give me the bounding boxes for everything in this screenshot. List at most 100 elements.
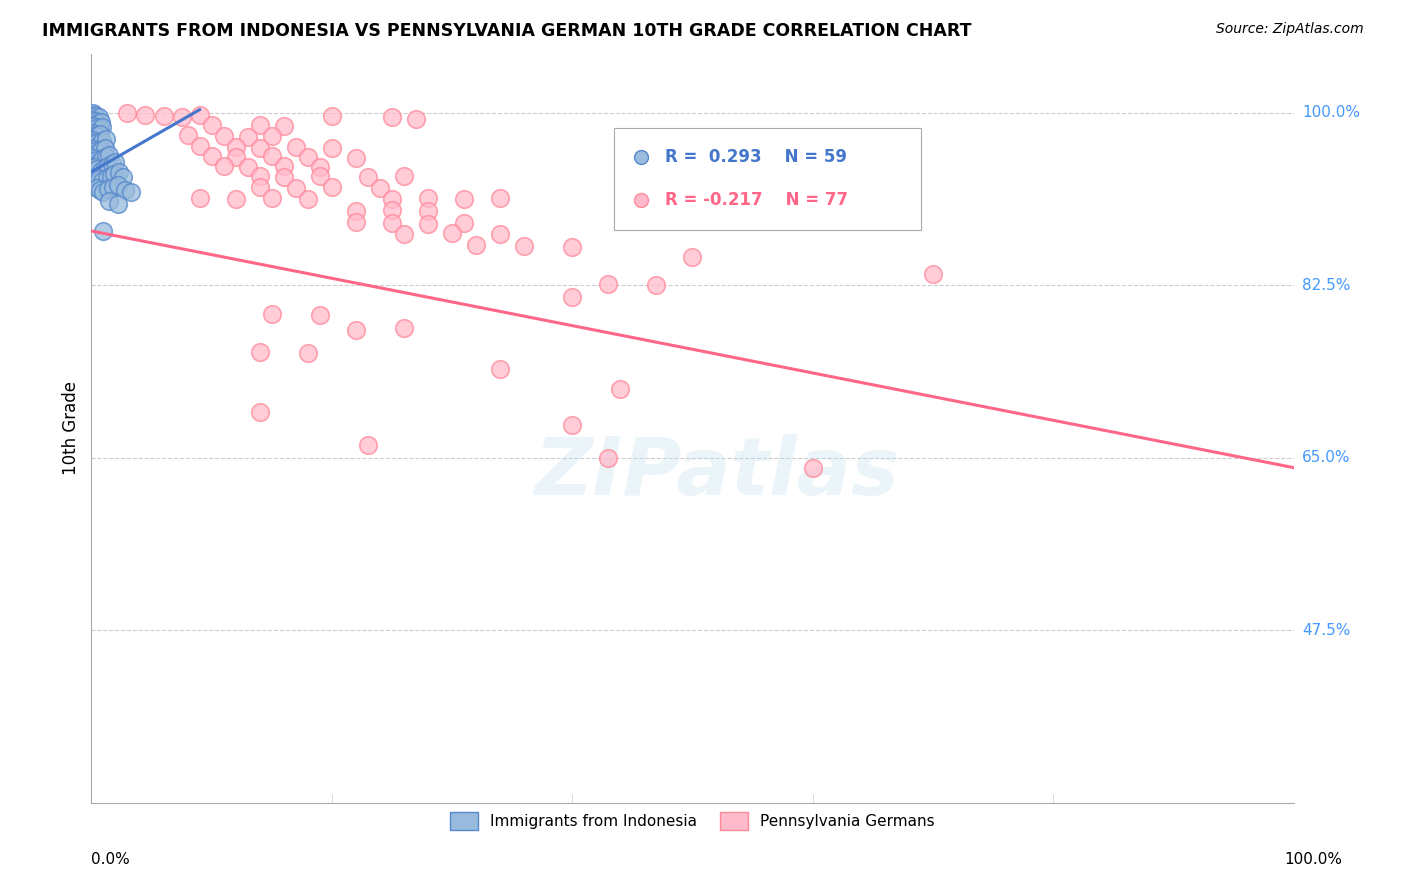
Point	[416, 217, 439, 231]
Point	[93, 224, 115, 238]
Point	[273, 120, 295, 134]
Point	[86, 115, 108, 129]
Point	[645, 278, 668, 293]
Point	[308, 160, 330, 174]
Text: IMMIGRANTS FROM INDONESIA VS PENNSYLVANIA GERMAN 10TH GRADE CORRELATION CHART: IMMIGRANTS FROM INDONESIA VS PENNSYLVANI…	[42, 22, 972, 40]
Point	[108, 165, 131, 179]
Point	[465, 237, 488, 252]
Point	[87, 138, 110, 153]
Point	[344, 204, 367, 219]
Point	[284, 180, 307, 194]
Point	[416, 204, 439, 219]
Point	[96, 170, 118, 185]
Point	[260, 191, 283, 205]
Point	[440, 226, 463, 240]
Point	[561, 290, 583, 304]
Text: R =  0.293    N = 59: R = 0.293 N = 59	[665, 148, 846, 166]
Point	[212, 159, 235, 173]
Point	[392, 227, 415, 241]
Point	[84, 109, 107, 123]
Point	[87, 171, 110, 186]
Point	[630, 242, 652, 256]
Point	[82, 105, 104, 120]
Point	[922, 268, 945, 282]
FancyBboxPatch shape	[614, 128, 921, 229]
Point	[90, 114, 112, 128]
Point	[249, 405, 271, 419]
Point	[86, 129, 108, 144]
Point	[681, 250, 703, 264]
Point	[212, 129, 235, 144]
Point	[97, 159, 120, 173]
Point	[86, 161, 108, 176]
Point	[103, 167, 125, 181]
Point	[609, 382, 631, 396]
Point	[170, 110, 193, 124]
Point	[598, 277, 620, 292]
Point	[392, 320, 415, 334]
Point	[111, 169, 134, 184]
Text: R = -0.217    N = 77: R = -0.217 N = 77	[665, 191, 848, 209]
Point	[489, 191, 512, 205]
Point	[188, 139, 211, 153]
Y-axis label: 10th Grade: 10th Grade	[62, 381, 80, 475]
Point	[416, 191, 439, 205]
Point	[188, 191, 211, 205]
Point	[134, 108, 156, 122]
Text: 47.5%: 47.5%	[1302, 623, 1350, 638]
Text: 100.0%: 100.0%	[1302, 105, 1360, 120]
Point	[152, 109, 174, 123]
Text: 82.5%: 82.5%	[1302, 277, 1350, 293]
Point	[82, 127, 104, 141]
Point	[489, 362, 512, 376]
Point	[225, 140, 247, 154]
Point	[98, 148, 121, 162]
Point	[405, 112, 427, 126]
Point	[84, 113, 107, 128]
Point	[297, 346, 319, 360]
Point	[368, 180, 391, 194]
Point	[120, 185, 142, 199]
Point	[82, 133, 104, 147]
Point	[201, 118, 224, 132]
Point	[82, 142, 104, 156]
Point	[357, 169, 380, 184]
Point	[84, 144, 107, 158]
Text: 65.0%: 65.0%	[1302, 450, 1350, 466]
Point	[89, 183, 111, 197]
Point	[98, 194, 121, 209]
Point	[453, 193, 475, 207]
Text: Source: ZipAtlas.com: Source: ZipAtlas.com	[1216, 22, 1364, 37]
Point	[321, 141, 343, 155]
Point	[201, 149, 224, 163]
Point	[225, 193, 247, 207]
Point	[90, 164, 112, 178]
Point	[84, 153, 107, 167]
Point	[308, 308, 330, 322]
Point	[188, 108, 211, 122]
Point	[381, 110, 404, 124]
Point	[249, 119, 271, 133]
Point	[273, 169, 295, 184]
Point	[90, 143, 112, 157]
Point	[107, 197, 129, 211]
Point	[84, 169, 107, 184]
Point	[93, 161, 115, 175]
Point	[321, 109, 343, 123]
Point	[273, 159, 295, 173]
Point	[101, 179, 124, 194]
Point	[260, 307, 283, 321]
Point	[91, 134, 114, 148]
Point	[344, 151, 367, 165]
Point	[381, 203, 404, 218]
Point	[297, 150, 319, 164]
Point	[86, 146, 108, 161]
Point	[84, 121, 107, 136]
Point	[101, 157, 124, 171]
Point	[453, 216, 475, 230]
Point	[801, 460, 824, 475]
Point	[87, 110, 110, 124]
Point	[513, 239, 536, 253]
Point	[249, 179, 271, 194]
Point	[308, 169, 330, 183]
